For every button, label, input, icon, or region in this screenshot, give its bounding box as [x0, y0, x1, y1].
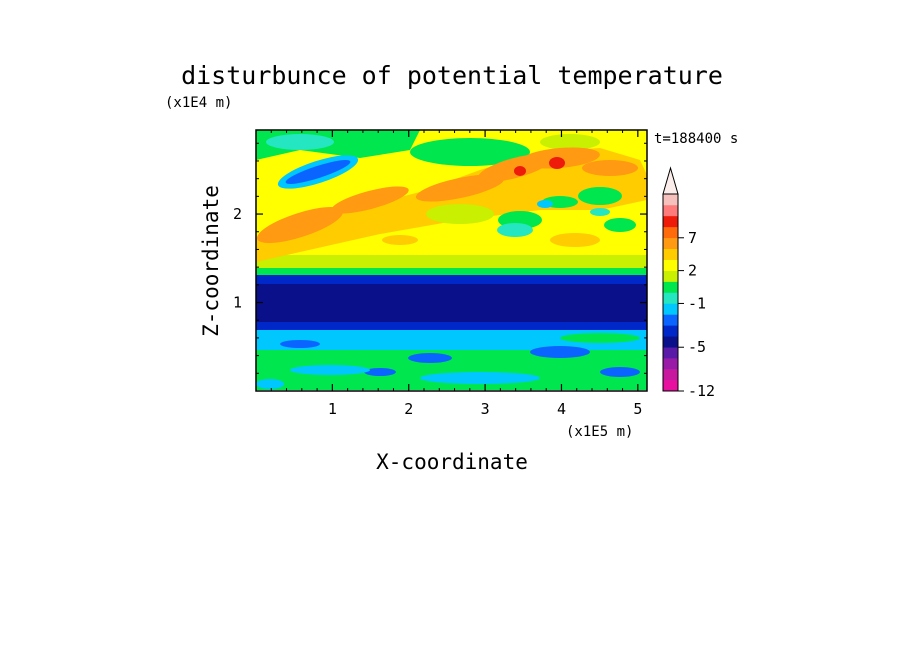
contour-blob	[410, 138, 530, 166]
contour-blob	[382, 235, 418, 245]
x-tick-label: 5	[633, 400, 642, 418]
contour-blob	[426, 204, 494, 224]
colorbar-swatch	[663, 292, 678, 304]
contour-band	[256, 284, 647, 328]
contour-blob	[604, 218, 636, 232]
x-axis-ticks: 1 2 3 4 5	[270, 130, 642, 418]
y-axis-label: Z-coordinate	[199, 185, 223, 337]
contour-band	[256, 268, 647, 277]
contour-blob	[331, 186, 409, 214]
x-unit-label: (x1E5 m)	[566, 424, 633, 440]
colorbar-label: -5	[688, 338, 706, 356]
contour-blob	[266, 134, 334, 150]
colorbar-swatch	[663, 226, 678, 239]
chart-title: disturbunce of potential temperature	[181, 61, 723, 90]
colorbar-swatch	[663, 369, 678, 381]
contour-blob	[550, 233, 600, 247]
contour-blob	[537, 200, 553, 208]
contour-blob	[549, 157, 565, 169]
colorbar-swatch	[663, 237, 678, 250]
colorbar-swatch	[663, 259, 678, 271]
x-axis-label: X-coordinate	[376, 450, 528, 474]
colorbar-label: 2	[688, 262, 697, 280]
contour-blob	[578, 187, 622, 205]
colorbar-swatch	[663, 358, 678, 370]
contour-blob	[514, 166, 526, 176]
plot-frame	[255, 129, 648, 392]
contour-blob	[364, 368, 396, 376]
contour-blob	[560, 333, 640, 343]
colorbar: -12-5-127	[662, 166, 715, 400]
colorbar-extend-arrow	[662, 166, 679, 195]
x-tick-label: 2	[404, 400, 413, 418]
contour-blob	[280, 340, 320, 348]
colorbar-label: -1	[688, 294, 706, 312]
colorbar-swatch	[663, 347, 678, 359]
colorbar-swatch	[663, 194, 678, 206]
colorbar-swatch	[663, 380, 678, 392]
colorbar-swatch	[663, 336, 678, 348]
colorbar-swatch	[663, 270, 678, 282]
x-tick-label: 1	[328, 400, 337, 418]
contour-field	[256, 130, 647, 390]
contour-blob	[590, 208, 610, 216]
contour-blob	[257, 207, 343, 243]
colorbar-frame	[662, 193, 679, 392]
contour-blob	[290, 365, 370, 375]
contour-blob	[600, 367, 640, 377]
contour-blob	[582, 160, 638, 176]
contour-blob	[285, 160, 351, 184]
y-axis-ticks: 12	[233, 142, 647, 374]
contour-band	[256, 275, 647, 285]
colorbar-swatch	[663, 281, 678, 293]
colorbar-swatch	[663, 314, 678, 326]
colorbar-swatch	[663, 248, 678, 260]
y-tick-label: 1	[233, 294, 242, 312]
colorbar-label: -12	[688, 382, 715, 400]
contour-blob	[256, 379, 284, 389]
contour-blob	[415, 174, 505, 202]
y-tick-label: 2	[233, 205, 242, 223]
y-unit-label: (x1E4 m)	[165, 95, 232, 111]
contour-blob	[497, 223, 533, 237]
contour-blob	[408, 353, 452, 363]
contour-blob	[540, 134, 600, 150]
x-tick-label: 3	[481, 400, 490, 418]
colorbar-swatch	[663, 325, 678, 337]
colorbar-swatch	[663, 215, 678, 228]
colorbar-swatch	[663, 204, 678, 217]
colorbar-swatch	[663, 303, 678, 315]
time-label: t=188400 s	[654, 131, 738, 147]
contour-band	[256, 322, 647, 332]
contour-blob	[420, 372, 540, 384]
x-tick-label: 4	[557, 400, 566, 418]
contour-blob	[530, 346, 590, 358]
colorbar-label: 7	[688, 229, 697, 247]
